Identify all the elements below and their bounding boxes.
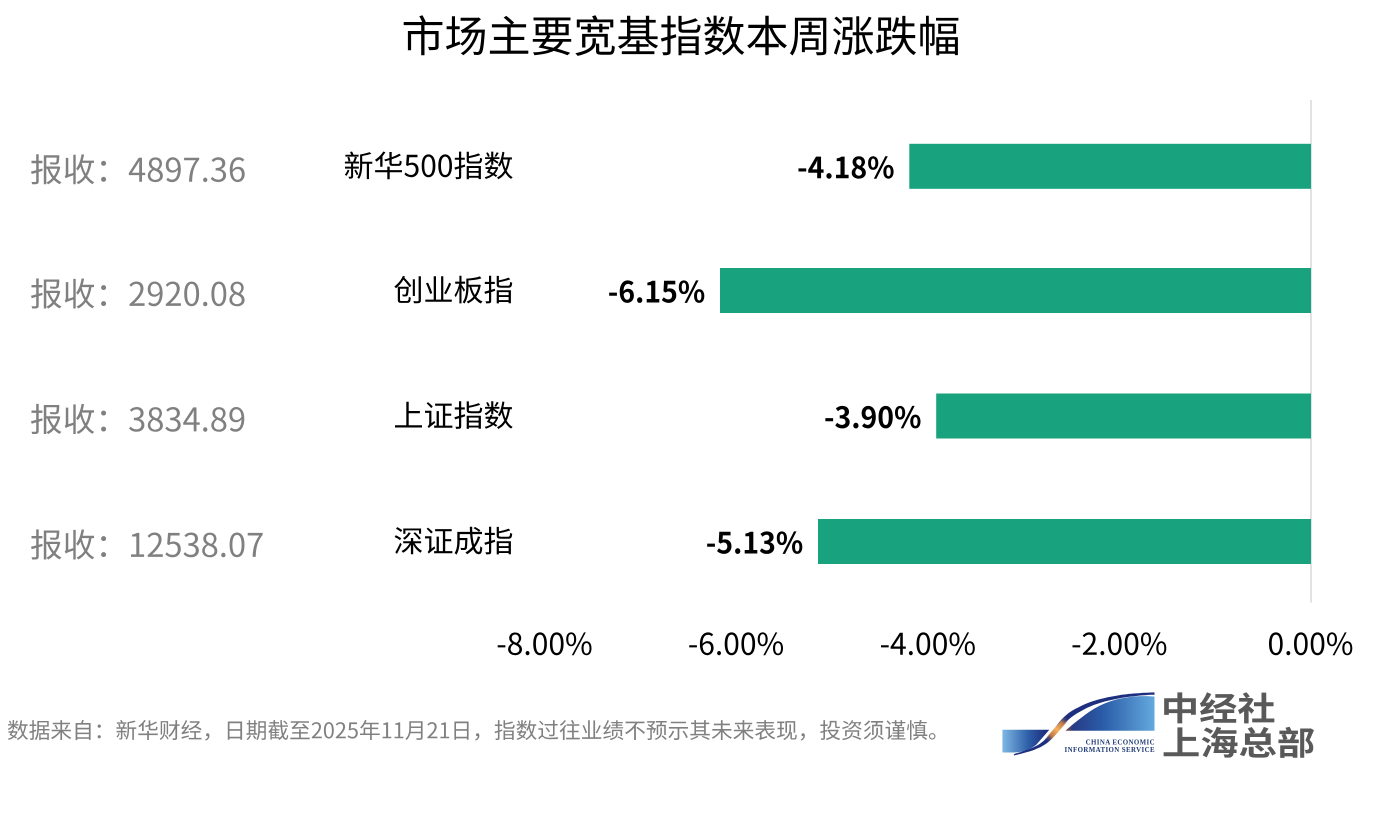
svg-text:INFORMATION SERVICE: INFORMATION SERVICE	[1065, 747, 1156, 754]
svg-text:CHINA ECONOMIC: CHINA ECONOMIC	[1086, 740, 1155, 747]
